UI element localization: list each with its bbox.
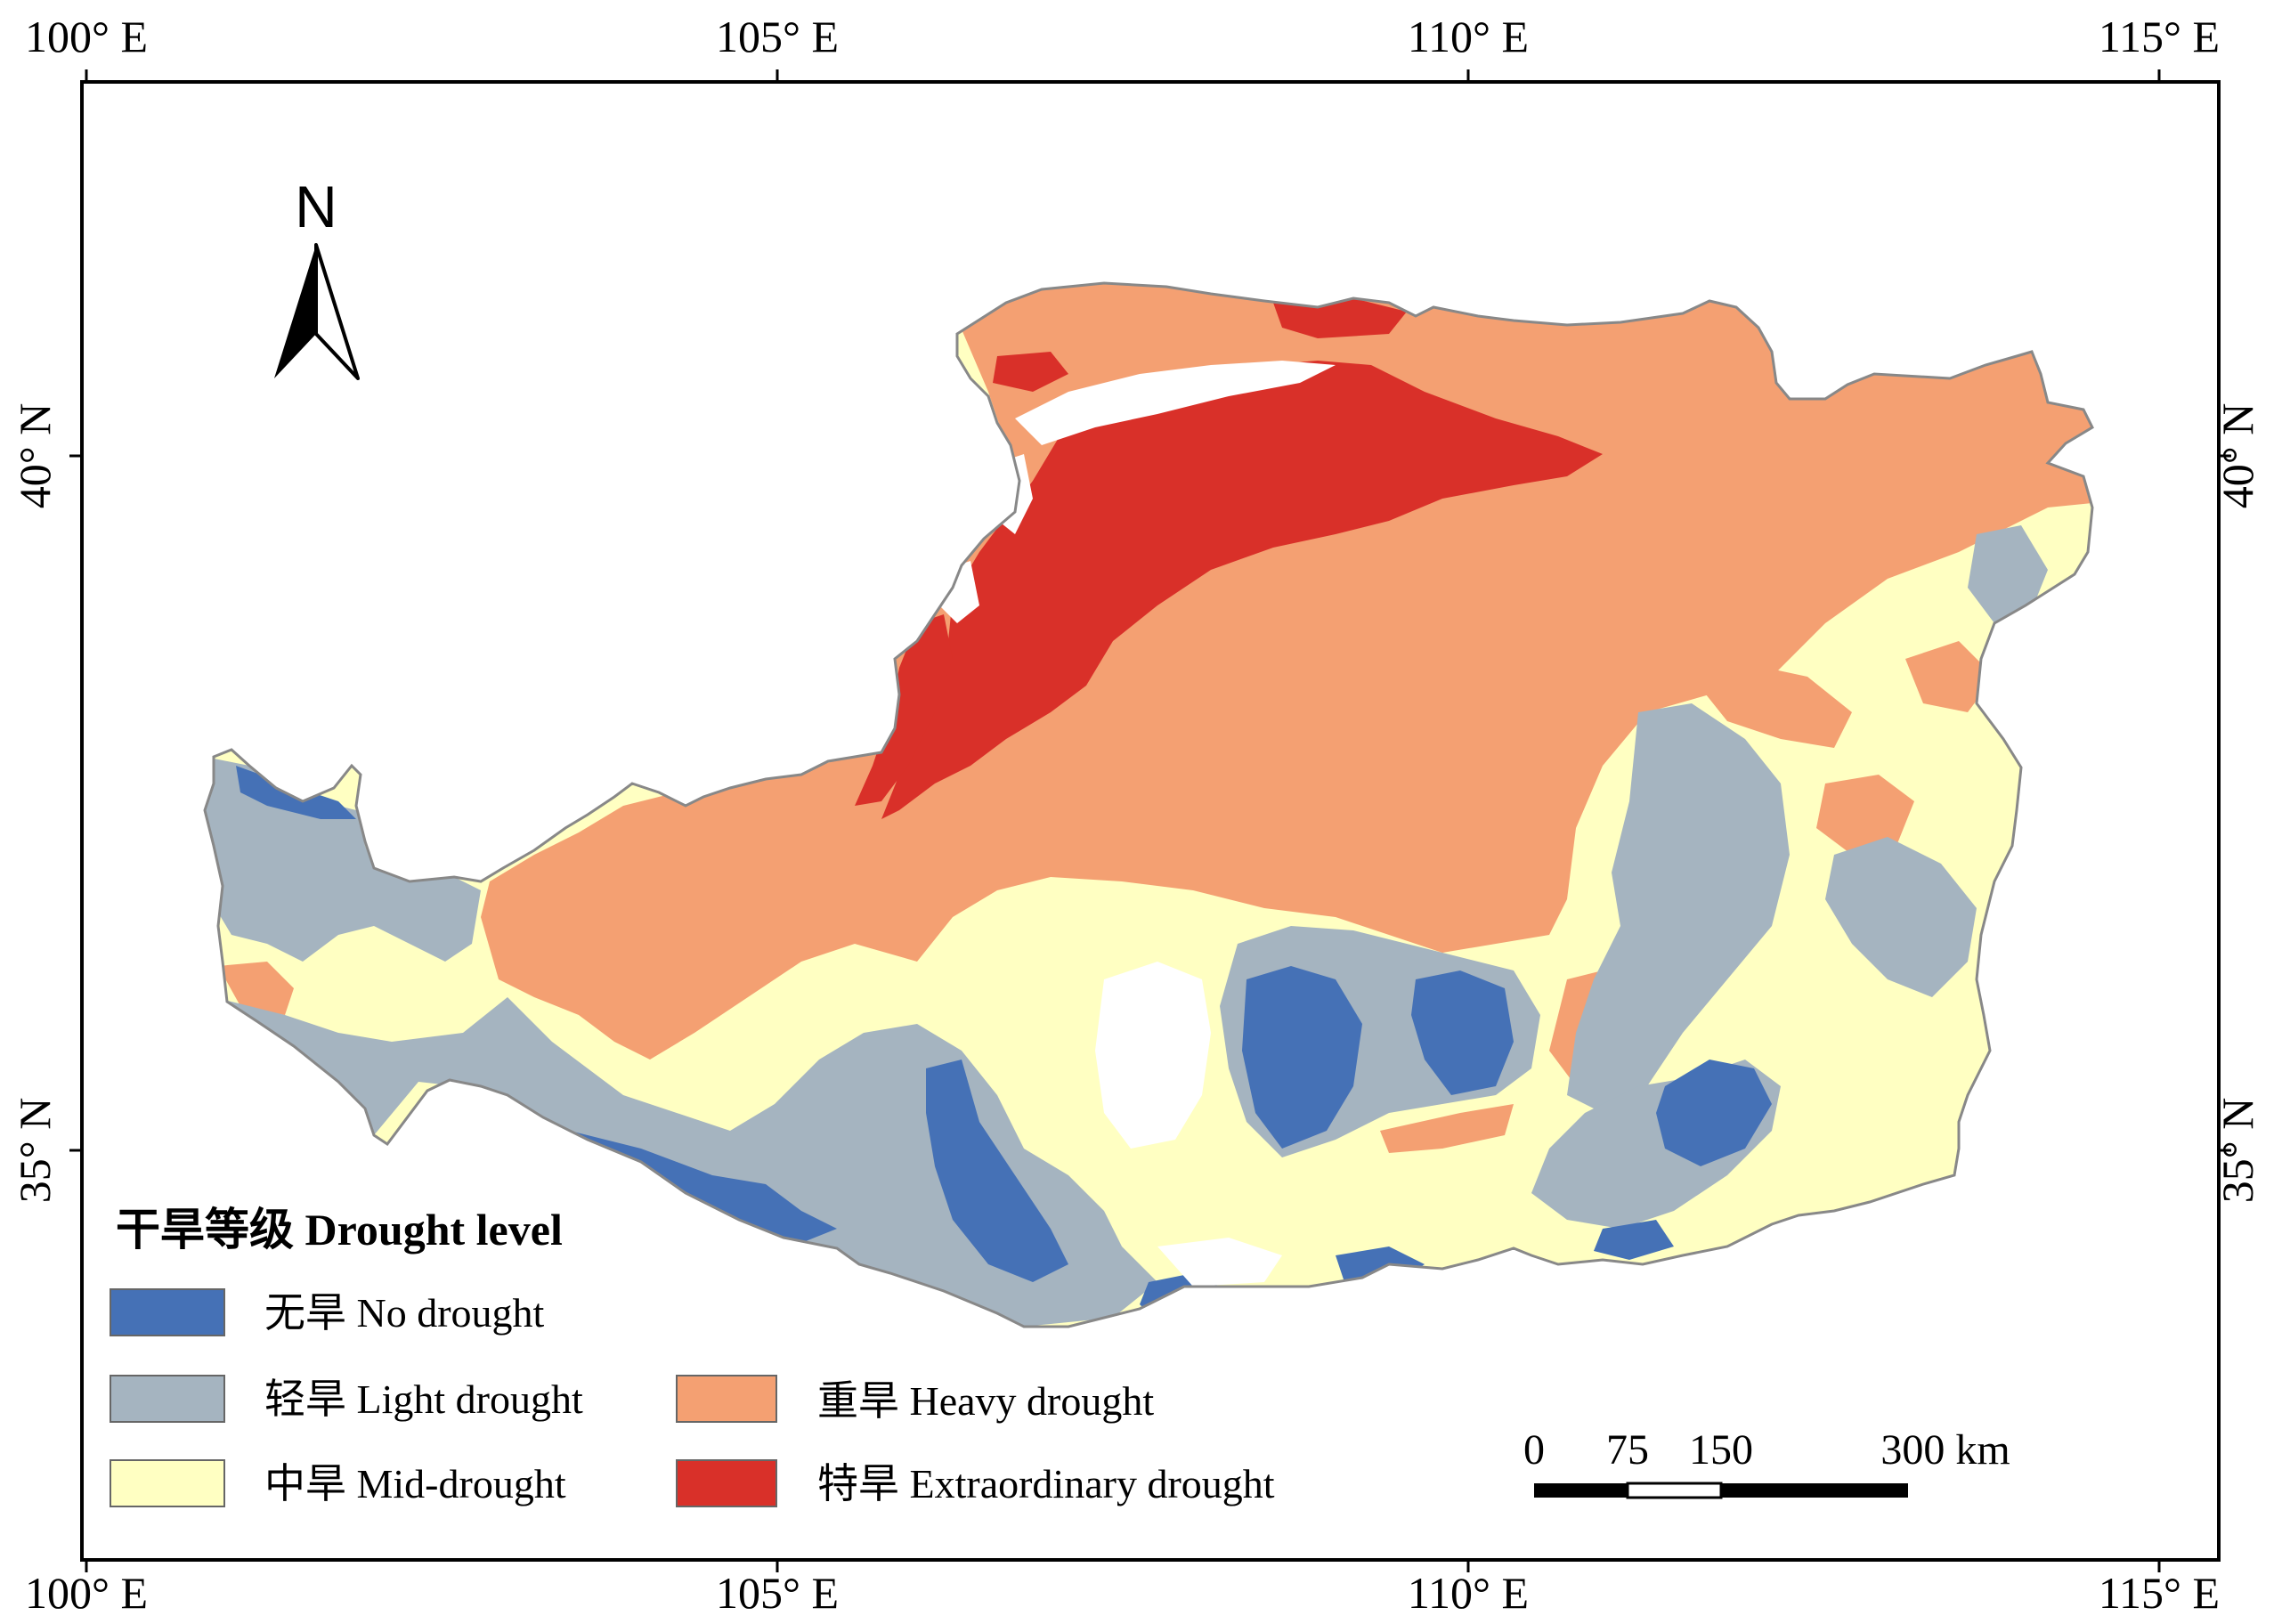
legend: 干旱等级 Drought level 无旱 No drought 轻旱 Ligh…: [110, 1205, 1275, 1507]
lat-label-left-35: 35° N: [10, 1098, 60, 1204]
heavy-drought-patch-south: [1380, 1104, 1514, 1153]
legend-swatch-heavy-drought: [676, 1375, 777, 1423]
no-data-patch-north: [1015, 361, 1336, 445]
heavy-drought-zone-north: [481, 283, 2092, 1060]
lon-label-top-115: 115° E: [2099, 12, 2220, 61]
no-data-patch-south-2: [1157, 1238, 1282, 1287]
lon-label-top-110: 110° E: [1408, 12, 1529, 61]
legend-label-heavy-drought: 重旱 Heavy drought: [817, 1378, 1154, 1424]
legend-swatch-no-drought: [110, 1288, 225, 1336]
legend-label-extraordinary-drought: 特旱 Extraordinary drought: [817, 1461, 1275, 1506]
lon-label-top-100: 100° E: [25, 12, 148, 61]
lon-label-bottom-115: 115° E: [2099, 1568, 2220, 1618]
legend-title: 干旱等级 Drought level: [116, 1205, 563, 1255]
extraordinary-drought-zone: [881, 361, 1603, 819]
no-drought-zone-southeast: [1656, 1060, 1772, 1166]
no-data-patch-south: [1095, 962, 1211, 1149]
scale-segment-1: [1534, 1483, 1628, 1498]
north-arrow: N: [274, 174, 360, 380]
scale-tick-0: 0: [1523, 1426, 1545, 1474]
scale-tick-300: 300 km: [1880, 1426, 2010, 1474]
scale-tick-150: 150: [1689, 1426, 1753, 1474]
no-drought-zone-east: [1594, 1220, 1674, 1260]
frame-ticks: [69, 69, 2231, 1572]
legend-swatch-mid-drought: [110, 1459, 225, 1507]
light-drought-zone-west: [205, 757, 481, 962]
light-drought-zone-east-2: [1825, 837, 1977, 997]
lat-label-right-40: 40° N: [2213, 403, 2262, 509]
no-drought-zone-central-2: [1411, 970, 1514, 1095]
north-arrow-right-half: [314, 243, 360, 380]
north-arrow-left-half: [274, 245, 316, 378]
heavy-drought-patch-east-3: [1816, 775, 1914, 855]
heavy-drought-patch-west: [218, 962, 294, 1015]
scale-segment-2: [1626, 1482, 1723, 1499]
legend-label-mid-drought: 中旱 Mid-drought: [264, 1461, 566, 1506]
lon-label-bottom-105: 105° E: [716, 1568, 839, 1618]
scale-segment-3: [1721, 1483, 1908, 1498]
extraordinary-drought-patch-north-2: [1273, 298, 1407, 338]
legend-label-light-drought: 轻旱 Light drought: [264, 1376, 583, 1422]
lon-label-bottom-110: 110° E: [1408, 1568, 1529, 1618]
scale-bar: 0 75 150 300 km: [1523, 1426, 2010, 1499]
scale-tick-75: 75: [1606, 1426, 1649, 1474]
lon-label-bottom-100: 100° E: [25, 1568, 148, 1618]
legend-swatch-extraordinary-drought: [676, 1459, 777, 1507]
lat-label-left-40: 40° N: [10, 403, 60, 509]
lat-label-right-35: 35° N: [2213, 1098, 2262, 1204]
light-drought-zone-northeast: [1968, 525, 2048, 623]
extraordinary-drought-patch-north: [993, 352, 1068, 392]
heavy-drought-patch-east-1: [1692, 663, 1852, 748]
lon-label-top-105: 105° E: [716, 12, 839, 61]
legend-label-no-drought: 无旱 No drought: [264, 1290, 545, 1336]
no-drought-zone-south-2: [926, 1060, 1068, 1282]
legend-swatch-light-drought: [110, 1375, 225, 1423]
north-arrow-label: N: [295, 174, 337, 240]
heavy-drought-patch-east-4: [1905, 641, 1994, 712]
light-drought-zone-east: [1567, 703, 1790, 1113]
extraordinary-drought-strip-west: [855, 614, 953, 806]
no-drought-zone-central-1: [1242, 966, 1362, 1149]
